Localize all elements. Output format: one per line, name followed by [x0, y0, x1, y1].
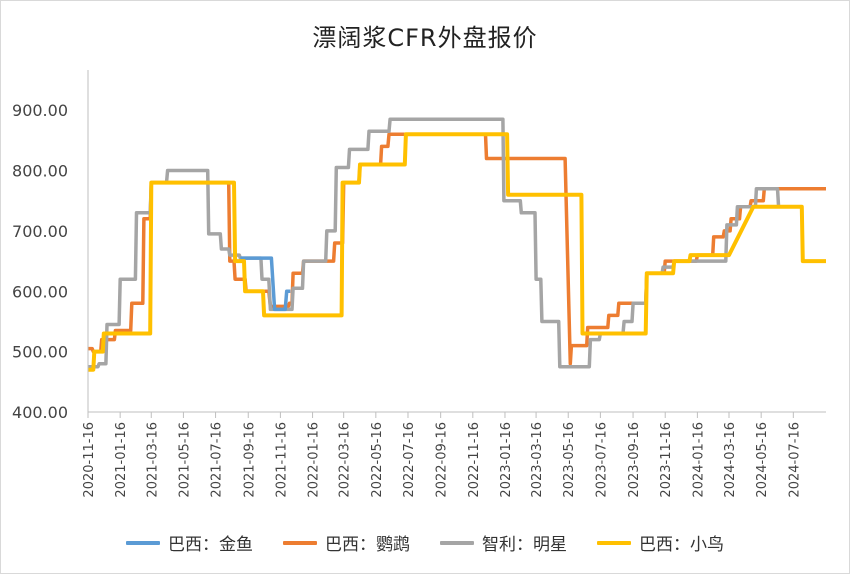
x-tick-label: 2022-09-16	[435, 422, 450, 498]
x-tick-label: 2021-05-16	[177, 422, 192, 498]
x-tick-label: 2021-09-16	[242, 422, 257, 498]
x-tick-label: 2021-07-16	[210, 422, 225, 498]
x-tick-label: 2023-05-16	[562, 422, 577, 498]
y-tick-label: 400.00	[12, 403, 68, 422]
legend-label: 巴西：小鸟	[639, 535, 724, 555]
x-tick-label: 2023-11-16	[659, 422, 674, 498]
series-line-1	[88, 132, 826, 366]
x-tick-label: 2022-03-16	[338, 422, 353, 498]
y-tick-label: 600.00	[12, 282, 68, 301]
legend-item: 巴西：金鱼	[126, 530, 253, 555]
x-tick-label: 2023-01-16	[499, 422, 514, 498]
x-tick-label: 2021-11-16	[274, 422, 289, 498]
series-line-2	[88, 117, 786, 369]
legend-swatch	[283, 540, 317, 545]
y-tick-label: 700.00	[12, 222, 68, 241]
x-tick-label: 2022-05-16	[370, 422, 385, 498]
legend-swatch	[440, 540, 474, 545]
legend-swatch	[597, 540, 631, 545]
x-tick-label: 2023-09-16	[627, 422, 642, 498]
x-tick-label: 2020-11-16	[82, 422, 97, 498]
x-tick-label: 2022-07-16	[402, 422, 417, 498]
chart-legend: 巴西：金鱼 巴西：鹦鹉 智利：明星 巴西：小鸟	[0, 530, 850, 555]
chart-title: 漂阔浆CFR外盘报价	[312, 24, 538, 52]
y-tick-label: 900.00	[12, 101, 68, 120]
x-tick-label: 2021-03-16	[145, 422, 160, 498]
series-line-3	[88, 132, 826, 372]
legend-label: 智利：明星	[482, 535, 567, 555]
legend-item: 巴西：鹦鹉	[283, 530, 410, 555]
x-tick-label: 2022-01-16	[307, 422, 322, 498]
series-line-0	[240, 256, 291, 312]
legend-item: 巴西：小鸟	[597, 530, 724, 555]
legend-label: 巴西：鹦鹉	[325, 535, 410, 555]
x-tick-label: 2023-07-16	[594, 422, 609, 498]
legend-label: 巴西：金鱼	[168, 535, 253, 555]
x-tick-label: 2024-05-16	[755, 422, 770, 498]
legend-item: 智利：明星	[440, 530, 567, 555]
x-tick-label: 2024-07-16	[787, 422, 802, 498]
x-tick-label: 2022-11-16	[467, 422, 482, 498]
x-tick-label: 2023-03-16	[530, 422, 545, 498]
y-tick-label: 800.00	[12, 162, 68, 181]
y-tick-label: 500.00	[12, 343, 68, 362]
x-tick-label: 2021-01-16	[114, 422, 129, 498]
legend-swatch	[126, 540, 160, 545]
x-tick-label: 2024-03-16	[723, 422, 738, 498]
x-tick-label: 2024-01-16	[691, 422, 706, 498]
